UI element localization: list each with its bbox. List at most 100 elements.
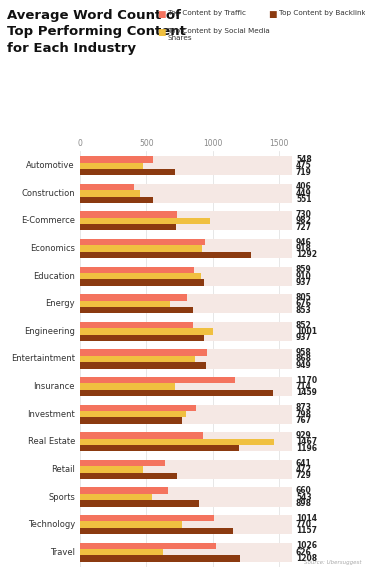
Bar (80, 190, 292, 196)
Bar (80, 350, 292, 356)
Bar (80, 549, 163, 555)
Bar (80, 218, 210, 224)
Bar (80, 405, 196, 411)
Text: ■: ■ (157, 10, 165, 20)
Bar (80, 328, 292, 335)
Bar (80, 472, 292, 479)
Text: 853: 853 (296, 306, 312, 314)
Bar (80, 433, 203, 439)
Bar (80, 549, 292, 555)
Bar (80, 488, 168, 494)
Bar (80, 301, 170, 307)
Text: 543: 543 (296, 493, 312, 501)
Bar (80, 488, 292, 494)
Text: Construction: Construction (22, 189, 75, 198)
Bar (80, 211, 292, 218)
Text: Retail: Retail (51, 465, 75, 474)
Text: 1170: 1170 (296, 376, 317, 384)
Bar (80, 522, 182, 528)
Bar (80, 528, 233, 534)
Text: ■: ■ (157, 28, 165, 37)
Bar (80, 383, 175, 390)
Bar (80, 543, 216, 549)
Text: 1208: 1208 (296, 554, 317, 563)
Text: 1292: 1292 (296, 250, 317, 259)
Text: Average Word Count of
Top Performing Content
for Each Industry: Average Word Count of Top Performing Con… (7, 9, 186, 54)
Bar (80, 279, 292, 285)
Bar (80, 322, 193, 328)
Bar (80, 322, 292, 328)
Text: 929: 929 (296, 431, 312, 440)
Text: Investment: Investment (27, 410, 75, 419)
Bar (80, 335, 204, 341)
Text: 937: 937 (296, 334, 312, 342)
Bar (80, 555, 292, 562)
Bar (80, 169, 292, 175)
Bar (80, 252, 251, 258)
Bar (80, 439, 292, 445)
Bar (80, 411, 186, 417)
Bar (80, 307, 193, 313)
Bar (80, 377, 292, 383)
Text: Top Content by Traffic: Top Content by Traffic (168, 10, 246, 16)
Text: 805: 805 (296, 293, 312, 302)
Text: Energy: Energy (45, 299, 75, 308)
Bar (80, 472, 177, 479)
Bar (80, 466, 292, 472)
Bar (80, 433, 292, 439)
Bar (80, 356, 292, 362)
Bar (80, 307, 292, 313)
Bar (80, 245, 292, 252)
Bar (80, 267, 194, 273)
Bar (80, 522, 292, 528)
Text: 730: 730 (296, 210, 312, 219)
Text: 770: 770 (296, 520, 312, 529)
Text: 1001: 1001 (296, 327, 317, 336)
Bar (80, 405, 292, 411)
Bar (80, 439, 274, 445)
Bar (80, 445, 239, 451)
Text: Real Estate: Real Estate (28, 437, 75, 446)
Bar (80, 294, 187, 301)
Text: 798: 798 (296, 410, 312, 419)
Bar (80, 466, 143, 472)
Text: 626: 626 (296, 548, 312, 557)
Bar (80, 301, 292, 307)
Bar (80, 543, 292, 549)
Bar (80, 328, 213, 335)
Text: E-Commerce: E-Commerce (21, 217, 75, 225)
Bar (80, 390, 292, 396)
Text: 767: 767 (296, 416, 312, 425)
Bar (80, 169, 176, 175)
Bar (80, 362, 206, 368)
Text: 859: 859 (296, 265, 312, 274)
Text: 937: 937 (296, 278, 312, 287)
Bar (80, 362, 292, 368)
Text: 660: 660 (296, 486, 312, 495)
Bar (80, 335, 292, 341)
Text: ■: ■ (268, 10, 277, 20)
Text: 949: 949 (296, 361, 312, 370)
Bar (80, 163, 292, 169)
Bar (80, 196, 292, 203)
Bar (80, 224, 177, 230)
Bar (80, 252, 292, 258)
Text: Top Content by Backlinks: Top Content by Backlinks (279, 10, 365, 16)
Text: Technology: Technology (28, 520, 75, 529)
Text: 729: 729 (296, 471, 312, 480)
Bar (80, 273, 292, 279)
Bar (80, 500, 199, 507)
Text: 449: 449 (296, 189, 312, 198)
Bar (80, 555, 240, 562)
Text: Travel: Travel (50, 548, 75, 557)
Bar (80, 445, 292, 451)
Bar (80, 224, 292, 230)
Text: 1467: 1467 (296, 437, 317, 446)
Text: Entertaintment: Entertaintment (11, 354, 75, 364)
Text: 406: 406 (296, 182, 312, 192)
Bar (80, 494, 152, 500)
Bar (80, 163, 143, 169)
Bar (80, 356, 195, 362)
Text: Insurance: Insurance (34, 382, 75, 391)
Bar (80, 417, 182, 424)
